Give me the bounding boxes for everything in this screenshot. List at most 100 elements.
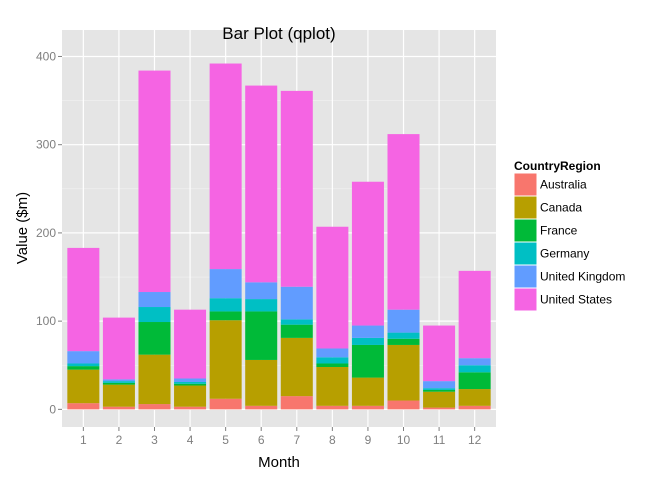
legend-key — [513, 172, 538, 197]
bar-segment — [423, 391, 456, 408]
bar-segment — [387, 338, 420, 345]
bar-segment — [138, 354, 171, 405]
y-tick-label: 200 — [36, 226, 56, 240]
bar-segment — [387, 332, 420, 339]
bar-segment — [280, 286, 313, 320]
legend-label: France — [540, 224, 578, 238]
x-tick-label: 7 — [293, 433, 300, 447]
bar-segment — [245, 299, 278, 312]
bar-segment — [351, 377, 384, 406]
legend-key — [513, 264, 538, 289]
bar-segment — [138, 322, 171, 355]
bar-segment — [245, 85, 278, 283]
bar-segment — [102, 382, 135, 385]
bar-segment — [209, 298, 242, 312]
bar-segment — [245, 311, 278, 360]
bar-segment — [174, 378, 207, 383]
bar-segment — [102, 406, 135, 410]
y-tick-label: 400 — [36, 49, 56, 63]
x-axis: 1 2 3 4 5 6 7 8 9 10 11 12 — [80, 427, 482, 447]
y-axis-title: Value ($m) — [14, 192, 31, 264]
legend-label: Germany — [540, 247, 589, 261]
bar-segment — [174, 382, 207, 384]
bar-segment — [351, 337, 384, 345]
x-tick-label: 2 — [116, 433, 123, 447]
y-axis: 0 100 200 300 400 — [36, 49, 62, 416]
bar-segment — [316, 367, 349, 406]
legend-label: Australia — [540, 178, 587, 192]
x-tick-label: 3 — [151, 433, 158, 447]
legend-label: United States — [540, 293, 612, 307]
bar-segment — [245, 359, 278, 406]
bar-segment — [458, 358, 491, 366]
x-tick-label: 8 — [329, 433, 336, 447]
bar-segment — [174, 309, 207, 379]
bar-segment — [458, 372, 491, 390]
x-tick-label: 9 — [365, 433, 372, 447]
bar-stacks — [67, 63, 491, 410]
bar-segment — [209, 269, 242, 299]
bar-segment — [423, 381, 456, 389]
bar-segment — [316, 363, 349, 368]
x-axis-title: Month — [258, 454, 300, 471]
bar-segment — [245, 282, 278, 300]
bar-segment — [174, 383, 207, 386]
y-tick-label: 100 — [36, 314, 56, 328]
bar-segment — [423, 389, 456, 392]
bar-segment — [102, 384, 135, 407]
bar-segment — [351, 405, 384, 410]
bar-segment — [245, 405, 278, 410]
bar-segment — [458, 405, 491, 410]
y-tick-label: 0 — [49, 402, 56, 416]
bar-segment — [316, 405, 349, 410]
bar-segment — [67, 363, 100, 367]
chart-title: Bar Plot (qplot) — [222, 24, 335, 43]
bar-segment — [67, 351, 100, 364]
x-tick-label: 4 — [187, 433, 194, 447]
x-tick-label: 12 — [468, 433, 482, 447]
y-tick-label: 300 — [36, 138, 56, 152]
bar-segment — [138, 307, 171, 323]
bar-segment — [209, 398, 242, 410]
bar-segment — [423, 388, 456, 390]
bar-segment — [67, 369, 100, 404]
bar-segment — [351, 181, 384, 326]
bar-segment — [67, 247, 100, 352]
bar-segment — [138, 404, 171, 410]
bar-segment — [458, 365, 491, 373]
legend-key — [513, 287, 538, 312]
bar-segment — [280, 319, 313, 325]
bar-segment — [209, 311, 242, 321]
bar-segment — [102, 379, 135, 382]
bar-segment — [423, 325, 456, 382]
bar-segment — [138, 70, 171, 293]
x-tick-label: 11 — [433, 433, 446, 447]
bar-segment — [387, 309, 420, 333]
bar-segment — [280, 337, 313, 397]
bar-segment — [138, 292, 171, 308]
bar-segment — [280, 90, 313, 287]
bar-segment — [351, 325, 384, 338]
bar-segment — [316, 226, 349, 349]
legend-title: CountryRegion — [514, 159, 601, 173]
bar-segment — [67, 366, 100, 370]
x-tick-label: 1 — [80, 433, 87, 447]
bar-segment — [387, 134, 420, 310]
bar-segment — [458, 389, 491, 406]
bar-segment — [209, 320, 242, 399]
bar-segment — [351, 344, 384, 378]
bar-segment — [67, 403, 100, 410]
legend-key — [513, 241, 538, 266]
legend-key — [513, 195, 538, 220]
bar-segment — [316, 357, 349, 364]
bar-segment — [387, 344, 420, 401]
bar-segment — [102, 381, 135, 383]
legend: CountryRegion Australia Canada France Germa… — [513, 159, 625, 312]
legend-label: United Kingdom — [540, 270, 625, 284]
bar-segment — [458, 270, 491, 359]
bar-segment — [102, 317, 135, 380]
x-tick-label: 5 — [222, 433, 229, 447]
bar-segment — [387, 400, 420, 410]
bar-segment — [280, 324, 313, 338]
